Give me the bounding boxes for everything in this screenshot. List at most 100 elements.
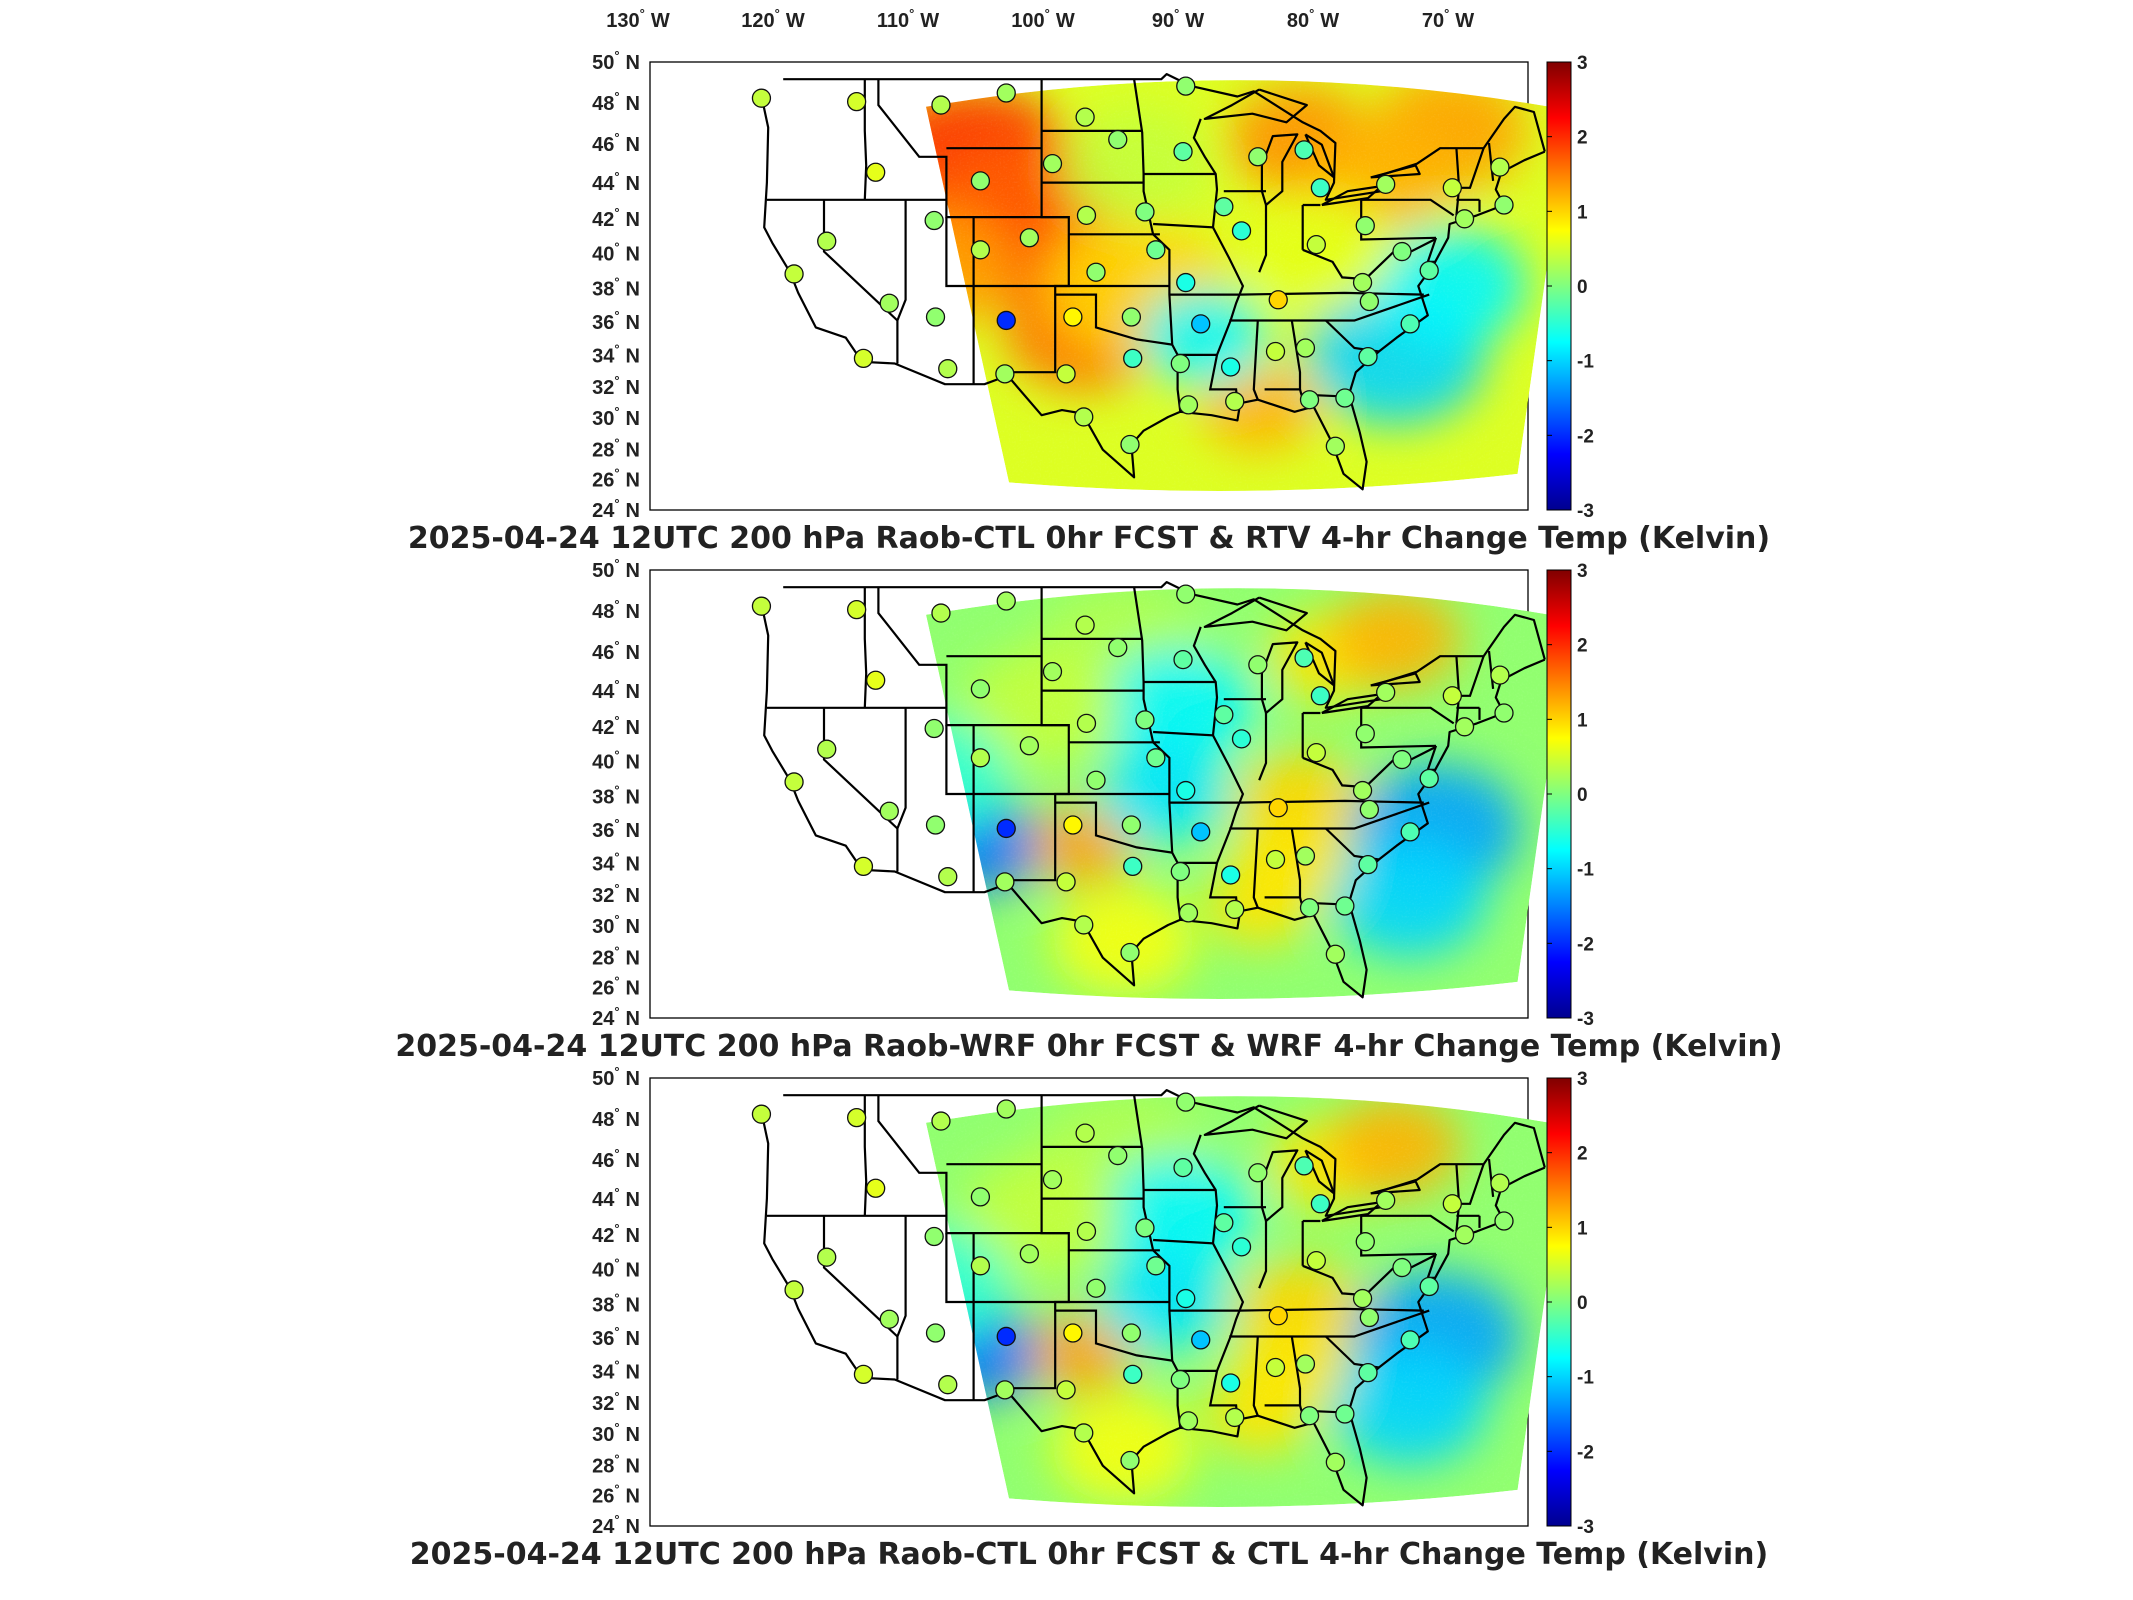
raob-station-marker[interactable] [1294, 648, 1314, 668]
raob-station-marker[interactable] [1146, 240, 1166, 260]
raob-station-marker[interactable] [817, 1247, 837, 1267]
raob-station-marker[interactable] [996, 310, 1016, 331]
raob-station-marker[interactable] [924, 210, 944, 231]
raob-station-marker[interactable] [1121, 1323, 1142, 1343]
raob-station-marker[interactable] [1173, 141, 1193, 162]
raob-station-marker[interactable] [995, 364, 1015, 384]
raob-station-marker[interactable] [1442, 1194, 1462, 1214]
raob-station-marker[interactable] [1295, 846, 1316, 866]
raob-station-marker[interactable] [751, 88, 772, 108]
raob-station-marker[interactable] [1265, 1357, 1286, 1378]
raob-station-marker[interactable] [1176, 76, 1196, 96]
raob-station-marker[interactable] [924, 718, 944, 739]
raob-station-marker[interactable] [1076, 1221, 1097, 1242]
raob-station-marker[interactable] [846, 91, 867, 112]
raob-station-marker[interactable] [1355, 724, 1375, 744]
raob-station-marker[interactable] [1042, 1170, 1063, 1190]
raob-station-marker[interactable] [1325, 1452, 1346, 1472]
raob-station-marker[interactable] [1225, 899, 1245, 920]
raob-station-marker[interactable] [1170, 1369, 1190, 1390]
raob-station-marker[interactable] [1178, 903, 1199, 923]
raob-station-marker[interactable] [1392, 749, 1412, 770]
raob-station-marker[interactable] [1352, 1288, 1373, 1309]
raob-station-marker[interactable] [1042, 662, 1063, 682]
raob-station-marker[interactable] [1120, 1450, 1140, 1471]
raob-station-marker[interactable] [1225, 1407, 1245, 1428]
raob-station-marker[interactable] [970, 240, 991, 260]
raob-station-marker[interactable] [1419, 1276, 1439, 1297]
raob-station-marker[interactable] [1265, 849, 1286, 870]
raob-station-marker[interactable] [1442, 686, 1462, 706]
raob-station-marker[interactable] [1306, 1250, 1326, 1271]
raob-station-marker[interactable] [1268, 798, 1288, 818]
raob-station-marker[interactable] [996, 83, 1016, 103]
raob-station-marker[interactable] [866, 670, 886, 690]
raob-station-marker[interactable] [1419, 768, 1439, 789]
raob-station-marker[interactable] [1419, 260, 1439, 281]
raob-station-marker[interactable] [1310, 178, 1331, 198]
raob-station-marker[interactable] [1063, 815, 1083, 835]
raob-station-marker[interactable] [879, 1309, 899, 1329]
raob-station-marker[interactable] [817, 231, 837, 251]
raob-station-marker[interactable] [1056, 872, 1076, 892]
raob-station-marker[interactable] [1191, 822, 1211, 842]
raob-station-marker[interactable] [1299, 390, 1320, 410]
raob-station-marker[interactable] [879, 293, 899, 313]
raob-station-marker[interactable] [1135, 1218, 1155, 1238]
raob-station-marker[interactable] [1359, 799, 1380, 820]
raob-station-marker[interactable] [1056, 364, 1076, 384]
raob-station-marker[interactable] [1056, 1380, 1076, 1400]
raob-station-marker[interactable] [1108, 637, 1128, 658]
raob-station-marker[interactable] [1231, 221, 1252, 241]
raob-station-marker[interactable] [1400, 314, 1420, 334]
raob-station-marker[interactable] [1295, 1354, 1316, 1374]
raob-station-marker[interactable] [1176, 272, 1196, 293]
raob-station-marker[interactable] [1494, 1211, 1514, 1231]
raob-station-marker[interactable] [1146, 748, 1166, 768]
raob-station-marker[interactable] [931, 1111, 951, 1131]
raob-station-marker[interactable] [1494, 195, 1514, 215]
raob-station-marker[interactable] [1120, 942, 1140, 963]
raob-station-marker[interactable] [1121, 307, 1142, 327]
raob-station-marker[interactable] [1355, 1232, 1375, 1252]
raob-station-marker[interactable] [1294, 1156, 1314, 1176]
raob-station-marker[interactable] [784, 772, 804, 792]
raob-station-marker[interactable] [1335, 388, 1355, 408]
raob-station-marker[interactable] [1176, 1092, 1196, 1112]
raob-station-marker[interactable] [1135, 202, 1155, 222]
raob-station-marker[interactable] [1042, 154, 1063, 174]
raob-station-marker[interactable] [1454, 717, 1475, 737]
raob-station-marker[interactable] [1294, 140, 1314, 160]
raob-station-marker[interactable] [924, 1226, 944, 1247]
raob-station-marker[interactable] [853, 1364, 874, 1385]
raob-station-marker[interactable] [1352, 272, 1373, 293]
raob-station-marker[interactable] [1019, 1244, 1040, 1264]
raob-station-marker[interactable] [1306, 742, 1326, 763]
raob-station-marker[interactable] [1086, 1278, 1106, 1298]
raob-station-marker[interactable] [1173, 1157, 1193, 1178]
raob-station-marker[interactable] [1075, 1123, 1095, 1143]
raob-station-marker[interactable] [1231, 729, 1252, 749]
raob-station-marker[interactable] [1123, 1364, 1143, 1385]
raob-station-marker[interactable] [925, 307, 946, 327]
raob-station-marker[interactable] [1214, 705, 1234, 725]
raob-station-marker[interactable] [1268, 290, 1288, 310]
raob-station-marker[interactable] [1454, 209, 1475, 229]
raob-station-marker[interactable] [1178, 395, 1199, 415]
raob-station-marker[interactable] [1121, 815, 1142, 835]
raob-station-marker[interactable] [1392, 1257, 1412, 1278]
raob-station-marker[interactable] [1306, 234, 1326, 255]
raob-station-marker[interactable] [970, 679, 991, 699]
raob-station-marker[interactable] [1176, 1288, 1196, 1309]
raob-station-marker[interactable] [1123, 856, 1143, 877]
raob-station-marker[interactable] [970, 748, 991, 768]
raob-station-marker[interactable] [1299, 1406, 1320, 1426]
raob-station-marker[interactable] [1335, 896, 1355, 916]
raob-station-marker[interactable] [1376, 1190, 1396, 1210]
raob-station-marker[interactable] [784, 264, 804, 284]
raob-station-marker[interactable] [1074, 915, 1094, 935]
raob-station-marker[interactable] [996, 591, 1016, 611]
raob-station-marker[interactable] [1442, 178, 1462, 198]
raob-station-marker[interactable] [970, 171, 991, 191]
raob-station-marker[interactable] [1248, 655, 1268, 675]
